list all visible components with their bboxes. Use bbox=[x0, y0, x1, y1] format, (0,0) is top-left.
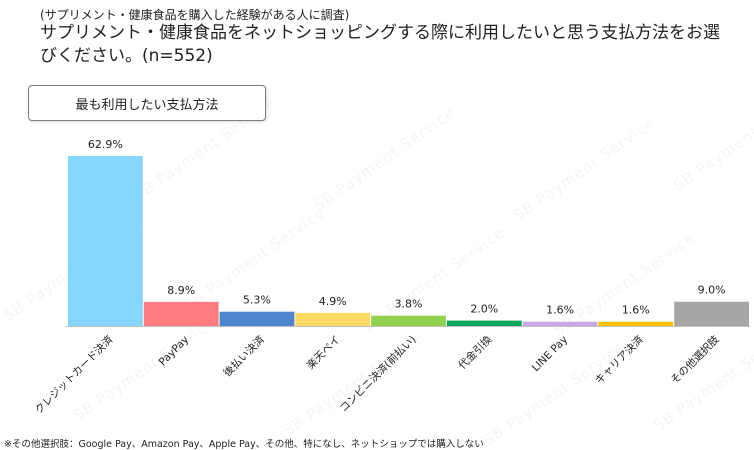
bar bbox=[143, 301, 219, 326]
data-label: 62.9% bbox=[88, 138, 123, 151]
data-label: 1.6% bbox=[622, 304, 650, 317]
category-label: クレジットカード決済 bbox=[32, 333, 116, 417]
category-label: 楽天ペイ bbox=[304, 333, 343, 372]
data-label: 1.6% bbox=[546, 304, 574, 317]
data-label: 4.9% bbox=[319, 295, 347, 308]
footnote: ※その他選択肢：Google Pay、Amazon Pay、Apple Pay、… bbox=[4, 439, 484, 450]
data-label: 9.0% bbox=[698, 284, 726, 297]
bar bbox=[68, 156, 143, 326]
category-label: PayPay bbox=[157, 334, 192, 369]
bar bbox=[598, 321, 674, 326]
bar bbox=[295, 312, 371, 326]
survey-note: (サプリメント・健康食品を購入した経験がある人に調査) bbox=[40, 8, 350, 22]
category-label: 後払い決済 bbox=[221, 333, 268, 380]
category-label: 代金引換 bbox=[456, 333, 495, 372]
data-label: 8.9% bbox=[167, 284, 195, 297]
bars-group bbox=[68, 156, 749, 326]
bar bbox=[219, 311, 295, 326]
category-label: キャリア決済 bbox=[592, 333, 646, 387]
chart-title: サプリメント・健康食品をネットショッピングする際に利用したいと思う支払方法をお選… bbox=[40, 23, 720, 66]
category-label: その他選択肢 bbox=[668, 333, 722, 387]
data-label: 5.3% bbox=[243, 294, 271, 307]
category-label: LINE Pay bbox=[530, 334, 571, 375]
bar bbox=[522, 321, 598, 326]
bar bbox=[371, 315, 446, 326]
value-labels-group: 62.9% 8.9% 5.3% 4.9% 3.8% 2.0% 1.6% 1.6% 9.0% bbox=[88, 138, 726, 317]
category-label: コンビニ決済(前払い) bbox=[337, 333, 419, 415]
data-label: 2.0% bbox=[470, 303, 498, 316]
legend-box: 最も利用したい支払方法 bbox=[28, 85, 266, 121]
bar bbox=[446, 320, 522, 326]
legend-label: 最も利用したい支払方法 bbox=[75, 97, 219, 113]
bar bbox=[674, 301, 749, 326]
data-label: 3.8% bbox=[395, 298, 423, 311]
